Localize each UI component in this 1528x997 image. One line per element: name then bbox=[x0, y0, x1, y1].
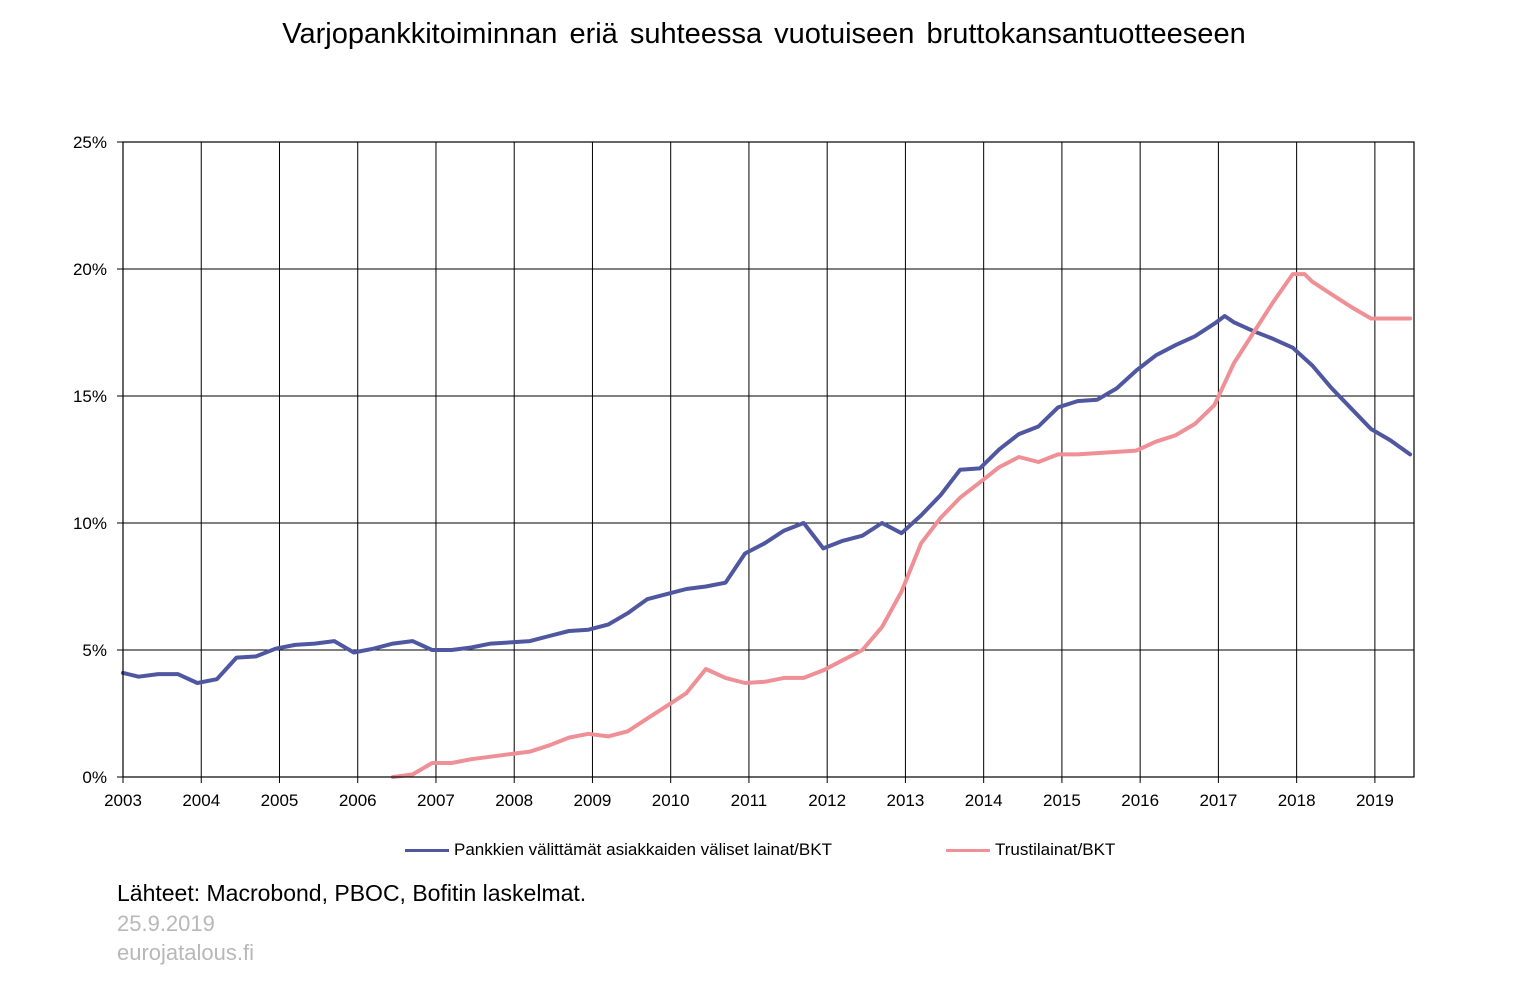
x-tick-label: 2018 bbox=[1278, 791, 1316, 810]
y-tick-label: 5% bbox=[82, 641, 107, 660]
legend-swatch-series-1 bbox=[405, 848, 449, 852]
date-note: 25.9.2019 bbox=[117, 911, 215, 936]
legend-item-series-1: Pankkien välittämät asiakkaiden väliset … bbox=[405, 840, 832, 860]
x-tick-label: 2014 bbox=[965, 791, 1003, 810]
x-tick-label: 2003 bbox=[104, 791, 142, 810]
chart-title: Varjopankkitoiminnan eriä suhteessa vuot… bbox=[282, 18, 1246, 50]
x-tick-label: 2010 bbox=[652, 791, 690, 810]
y-tick-label: 25% bbox=[73, 133, 107, 152]
legend-label-series-1: Pankkien välittämät asiakkaiden väliset … bbox=[454, 840, 832, 859]
y-tick-label: 0% bbox=[82, 768, 107, 787]
grid-lines bbox=[123, 142, 1414, 777]
y-tick-label: 20% bbox=[73, 260, 107, 279]
legend-swatch-series-2 bbox=[946, 848, 990, 852]
y-axis-ticks: 0% 5% 10% 15% 20% 25% bbox=[73, 133, 123, 787]
legend-item-series-2: Trustilainat/BKT bbox=[946, 840, 1115, 860]
x-tick-label: 2007 bbox=[417, 791, 455, 810]
x-tick-label: 2019 bbox=[1356, 791, 1394, 810]
x-tick-label: 2016 bbox=[1121, 791, 1159, 810]
source-note: Lähteet: Macrobond, PBOC, Bofitin laskel… bbox=[117, 880, 587, 906]
x-tick-label: 2008 bbox=[495, 791, 533, 810]
x-tick-label: 2005 bbox=[261, 791, 299, 810]
x-tick-label: 2012 bbox=[808, 791, 846, 810]
y-tick-label: 10% bbox=[73, 514, 107, 533]
series-line-1 bbox=[121, 314, 1413, 685]
series-line-2 bbox=[390, 272, 1413, 779]
plot-frame bbox=[122, 141, 1415, 778]
x-tick-label: 2015 bbox=[1043, 791, 1081, 810]
x-tick-label: 2006 bbox=[339, 791, 377, 810]
x-tick-label: 2004 bbox=[182, 791, 220, 810]
x-tick-label: 2013 bbox=[887, 791, 925, 810]
x-tick-label: 2009 bbox=[574, 791, 612, 810]
legend-label-series-2: Trustilainat/BKT bbox=[995, 840, 1116, 859]
series-lines bbox=[121, 272, 1413, 779]
x-tick-label: 2011 bbox=[731, 791, 768, 810]
y-tick-label: 15% bbox=[73, 387, 107, 406]
x-tick-label: 2017 bbox=[1199, 791, 1237, 810]
website-note: eurojatalous.fi bbox=[117, 940, 254, 965]
x-axis-ticks: 2003 2004 2005 2006 2007 2008 2009 2010 2011 2012… bbox=[104, 777, 1394, 810]
